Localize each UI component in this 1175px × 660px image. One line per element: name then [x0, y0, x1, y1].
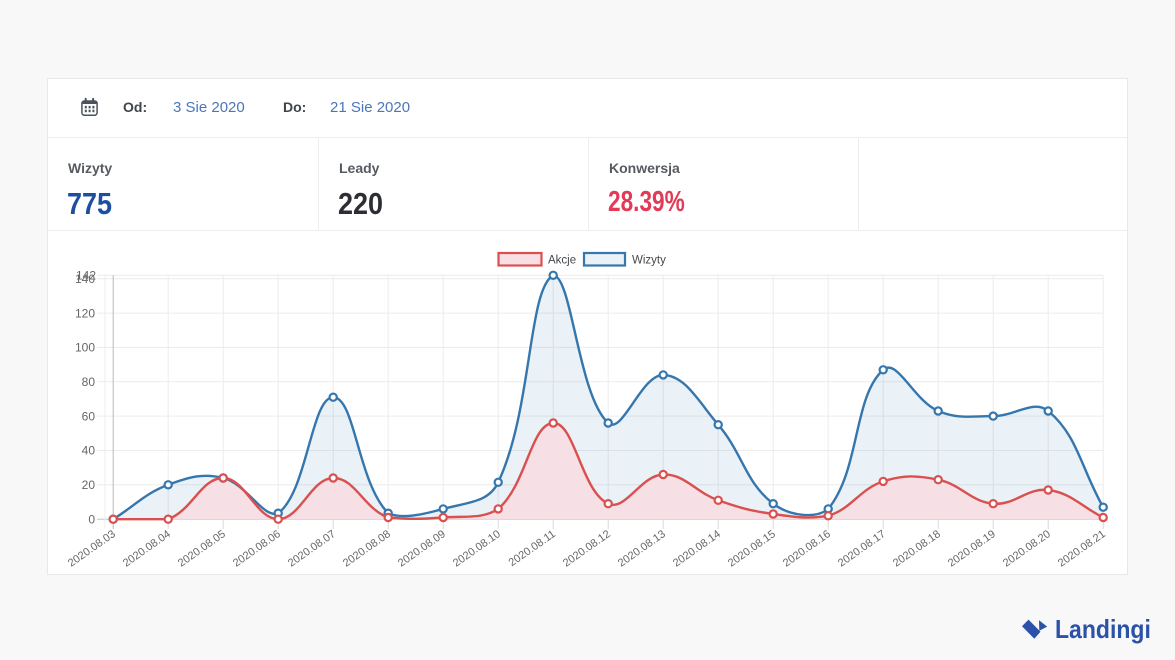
- svg-text:2020.08.05: 2020.08.05: [176, 528, 228, 569]
- svg-text:2020.08.04: 2020.08.04: [121, 528, 173, 569]
- svg-text:100: 100: [75, 341, 95, 355]
- svg-text:2020.08.15: 2020.08.15: [726, 528, 778, 569]
- svg-text:2020.08.09: 2020.08.09: [396, 528, 448, 569]
- svg-text:2020.08.20: 2020.08.20: [1001, 528, 1053, 569]
- svg-text:40: 40: [82, 444, 96, 458]
- svg-text:120: 120: [75, 306, 95, 320]
- svg-text:2020.08.08: 2020.08.08: [341, 528, 393, 569]
- svg-text:2020.08.03: 2020.08.03: [66, 528, 118, 569]
- svg-text:2020.08.06: 2020.08.06: [231, 528, 283, 569]
- svg-text:2020.08.11: 2020.08.11: [507, 528, 558, 569]
- svg-text:2020.08.07: 2020.08.07: [286, 528, 338, 569]
- svg-text:20: 20: [82, 478, 96, 492]
- svg-text:2020.08.17: 2020.08.17: [836, 528, 888, 569]
- svg-text:2020.08.19: 2020.08.19: [946, 528, 998, 569]
- svg-text:0: 0: [88, 512, 95, 526]
- svg-text:2020.08.21: 2020.08.21: [1056, 528, 1108, 569]
- svg-text:80: 80: [82, 375, 96, 389]
- svg-text:2020.08.12: 2020.08.12: [561, 528, 613, 569]
- svg-text:2020.08.16: 2020.08.16: [781, 528, 833, 569]
- svg-text:140: 140: [75, 272, 95, 286]
- svg-text:2020.08.14: 2020.08.14: [671, 528, 723, 569]
- svg-text:2020.08.18: 2020.08.18: [891, 528, 943, 569]
- svg-text:Akcje: Akcje: [548, 255, 576, 267]
- svg-text:2020.08.13: 2020.08.13: [616, 528, 668, 569]
- svg-text:60: 60: [82, 409, 96, 423]
- svg-text:Wizyty: Wizyty: [632, 255, 666, 267]
- svg-text:2020.08.10: 2020.08.10: [451, 528, 503, 569]
- svg-text:142: 142: [76, 269, 96, 283]
